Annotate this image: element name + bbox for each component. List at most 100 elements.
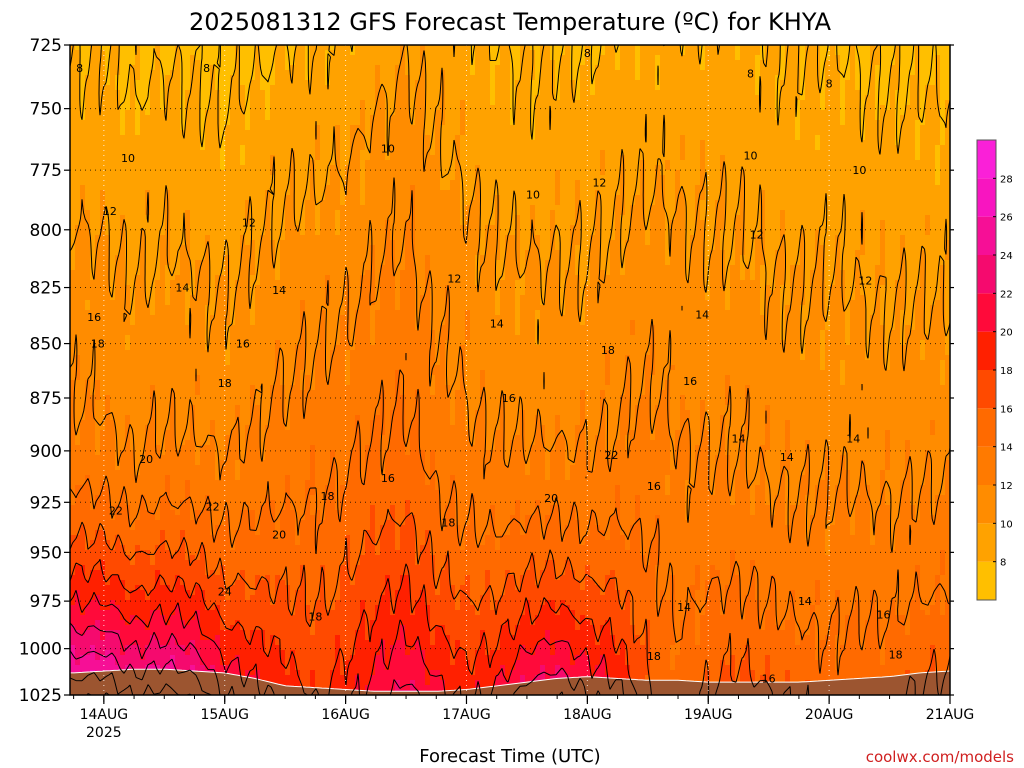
temperature-cell [160, 125, 166, 131]
temperature-cell [235, 350, 241, 356]
temperature-cell [80, 580, 86, 586]
temperature-cell [130, 360, 136, 366]
temperature-cell [110, 140, 116, 146]
temperature-cell [210, 490, 216, 496]
temperature-cell [240, 555, 246, 561]
temperature-cell [110, 505, 116, 511]
temperature-cell [245, 290, 251, 296]
temperature-cell [245, 375, 251, 381]
temperature-cell [95, 375, 101, 381]
temperature-cell [230, 115, 236, 121]
temperature-cell [240, 95, 246, 101]
temperature-cell [140, 110, 146, 116]
temperature-cell [220, 575, 226, 581]
temperature-cell [250, 515, 256, 521]
temperature-cell [115, 270, 121, 276]
temperature-cell [245, 105, 251, 111]
temperature-cell [135, 60, 141, 66]
temperature-cell [245, 555, 251, 561]
temperature-cell [210, 455, 216, 461]
temperature-cell [75, 585, 81, 591]
temperature-cell [245, 650, 251, 656]
temperature-cell [85, 420, 91, 426]
temperature-cell [160, 410, 166, 416]
temperature-cell [140, 385, 146, 391]
temperature-cell [110, 340, 116, 346]
temperature-cell [150, 410, 156, 416]
temperature-cell [240, 395, 246, 401]
temperature-cell [160, 320, 166, 326]
temperature-cell [140, 590, 146, 596]
temperature-cell [190, 400, 196, 406]
temperature-cell [110, 565, 116, 571]
temperature-cell [205, 450, 211, 456]
temperature-cell [115, 490, 121, 496]
temperature-cell [85, 250, 91, 256]
temperature-cell [190, 360, 196, 366]
temperature-cell [135, 170, 141, 176]
temperature-cell [145, 500, 151, 506]
temperature-cell [80, 610, 86, 616]
temperature-cell [235, 475, 241, 481]
temperature-cell [240, 255, 246, 261]
temperature-cell [85, 205, 91, 211]
temperature-cell [90, 620, 96, 626]
temperature-cell [110, 130, 116, 136]
temperature-cell [235, 250, 241, 256]
temperature-cell [180, 85, 186, 91]
temperature-cell [170, 475, 176, 481]
temperature-cell [255, 345, 261, 351]
temperature-cell [105, 635, 111, 641]
temperature-cell [210, 430, 216, 436]
temperature-cell [90, 385, 96, 391]
temperature-cell [150, 380, 156, 386]
temperature-cell [200, 320, 206, 326]
temperature-cell [195, 440, 201, 446]
temperature-cell [70, 290, 76, 296]
temperature-cell [100, 60, 106, 66]
temperature-cell [70, 470, 76, 476]
temperature-cell [145, 290, 151, 296]
temperature-cell [190, 310, 196, 316]
temperature-cell [155, 110, 161, 116]
temperature-cell [190, 125, 196, 131]
temperature-cell [165, 500, 171, 506]
temperature-cell [260, 55, 266, 61]
temperature-cell [220, 95, 226, 101]
temperature-cell [230, 615, 236, 621]
temperature-cell [255, 625, 261, 631]
temperature-cell [255, 275, 261, 281]
temperature-cell [75, 415, 81, 421]
temperature-cell [175, 335, 181, 341]
temperature-cell [130, 285, 136, 291]
temperature-cell [180, 120, 186, 126]
temperature-cell [145, 580, 151, 586]
temperature-cell [230, 240, 236, 246]
temperature-cell [155, 420, 161, 426]
temperature-cell [110, 330, 116, 336]
temperature-cell [200, 300, 206, 306]
temperature-cell [125, 420, 131, 426]
temperature-cell [85, 550, 91, 556]
temperature-cell [110, 125, 116, 131]
temperature-cell [105, 550, 111, 556]
temperature-cell [80, 325, 86, 331]
temperature-cell [235, 365, 241, 371]
temperature-cell [195, 475, 201, 481]
temperature-cell [190, 640, 196, 646]
temperature-cell [180, 80, 186, 86]
temperature-cell [185, 65, 191, 71]
temperature-cell [225, 210, 231, 216]
temperature-cell [125, 475, 131, 481]
temperature-cell [255, 85, 261, 91]
temperature-cell [160, 50, 166, 56]
temperature-cell [135, 455, 141, 461]
temperature-cell [110, 145, 116, 151]
temperature-cell [115, 195, 121, 201]
temperature-cell [240, 570, 246, 576]
temperature-cell [105, 505, 111, 511]
temperature-cell [135, 260, 141, 266]
temperature-cell [225, 480, 231, 486]
temperature-cell [245, 365, 251, 371]
temperature-cell [225, 260, 231, 266]
